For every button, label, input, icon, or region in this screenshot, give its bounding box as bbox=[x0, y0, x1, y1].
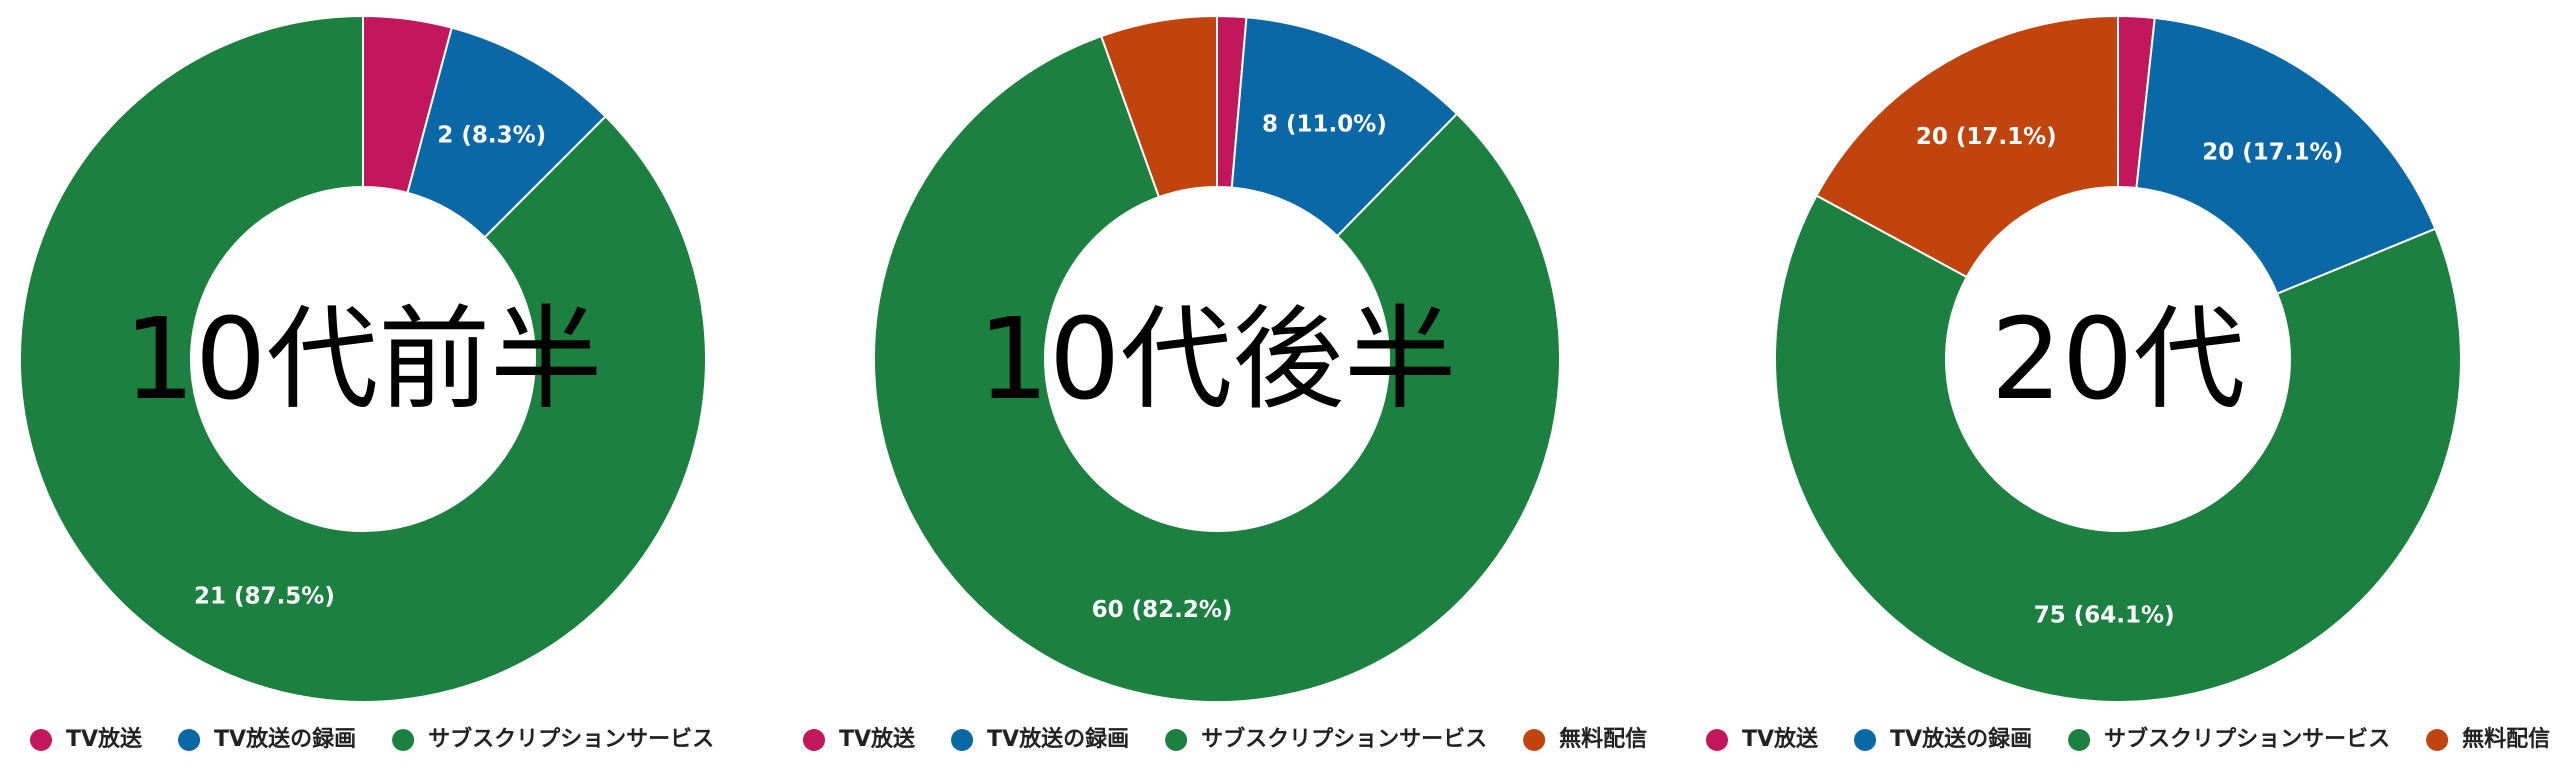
legend-label: TV放送の録画 bbox=[987, 726, 1129, 752]
data-label: 8 (11.0%) bbox=[1262, 111, 1387, 137]
slice bbox=[1230, 16, 1459, 238]
legend-label: TV放送 bbox=[66, 726, 142, 752]
legend-label: TV放送 bbox=[839, 726, 915, 752]
legend-label: サブスクリプションサービス bbox=[1201, 726, 1487, 752]
legend-marker bbox=[803, 729, 825, 751]
legend-label: 無料配信 bbox=[1559, 726, 1647, 752]
slice bbox=[2135, 16, 2437, 296]
legend-marker bbox=[1854, 729, 1877, 751]
legend-marker bbox=[178, 729, 201, 751]
data-label: 20 (17.1%) bbox=[1916, 124, 2057, 150]
slice bbox=[1099, 14, 1218, 199]
center-title: 10代後半 bbox=[978, 295, 1457, 425]
slice bbox=[1774, 194, 2462, 703]
slice bbox=[19, 14, 707, 703]
data-label: 21 (87.5%) bbox=[194, 583, 335, 609]
donut-chart: 20 (17.1%) 75 (64.1%) 20 (17.1%) 20代 TV放送 TV放… bbox=[1706, 14, 2550, 752]
legend-marker bbox=[951, 729, 974, 751]
legend-marker bbox=[392, 729, 415, 751]
donut-chart: 8 (11.0%) 60 (82.2%) 10代後半 TV放送 TV放送の録画 サブスクリ… bbox=[803, 14, 1647, 752]
legend-label: サブスクリプションサービス bbox=[428, 726, 714, 752]
legend-label: TV放送の録画 bbox=[214, 726, 356, 752]
legend-marker bbox=[2068, 729, 2091, 751]
center-title: 10代前半 bbox=[124, 295, 603, 425]
legend-label: 無料配信 bbox=[2462, 726, 2550, 752]
data-label: 2 (8.3%) bbox=[437, 122, 546, 148]
slice bbox=[873, 34, 1561, 703]
center-title: 20代 bbox=[1991, 295, 2246, 425]
donut-chart: 2 (8.3%) 21 (87.5%) 10代前半 TV放送 TV放送の録画 サブスクリプ… bbox=[19, 14, 714, 752]
data-label: 60 (82.2%) bbox=[1092, 597, 1233, 623]
legend-marker bbox=[1706, 729, 1728, 751]
legend-label: サブスクリプションサービス bbox=[2104, 726, 2390, 752]
legend-label: TV放送の録画 bbox=[1890, 726, 2032, 752]
legend-marker bbox=[30, 729, 52, 751]
legend-label: TV放送 bbox=[1742, 726, 1818, 752]
legend-marker bbox=[2426, 729, 2449, 751]
legend-marker bbox=[1165, 729, 1188, 751]
slice bbox=[1815, 14, 2119, 279]
legend-marker bbox=[1523, 729, 1546, 751]
data-label: 20 (17.1%) bbox=[2202, 140, 2343, 166]
data-label: 75 (64.1%) bbox=[2034, 603, 2175, 629]
